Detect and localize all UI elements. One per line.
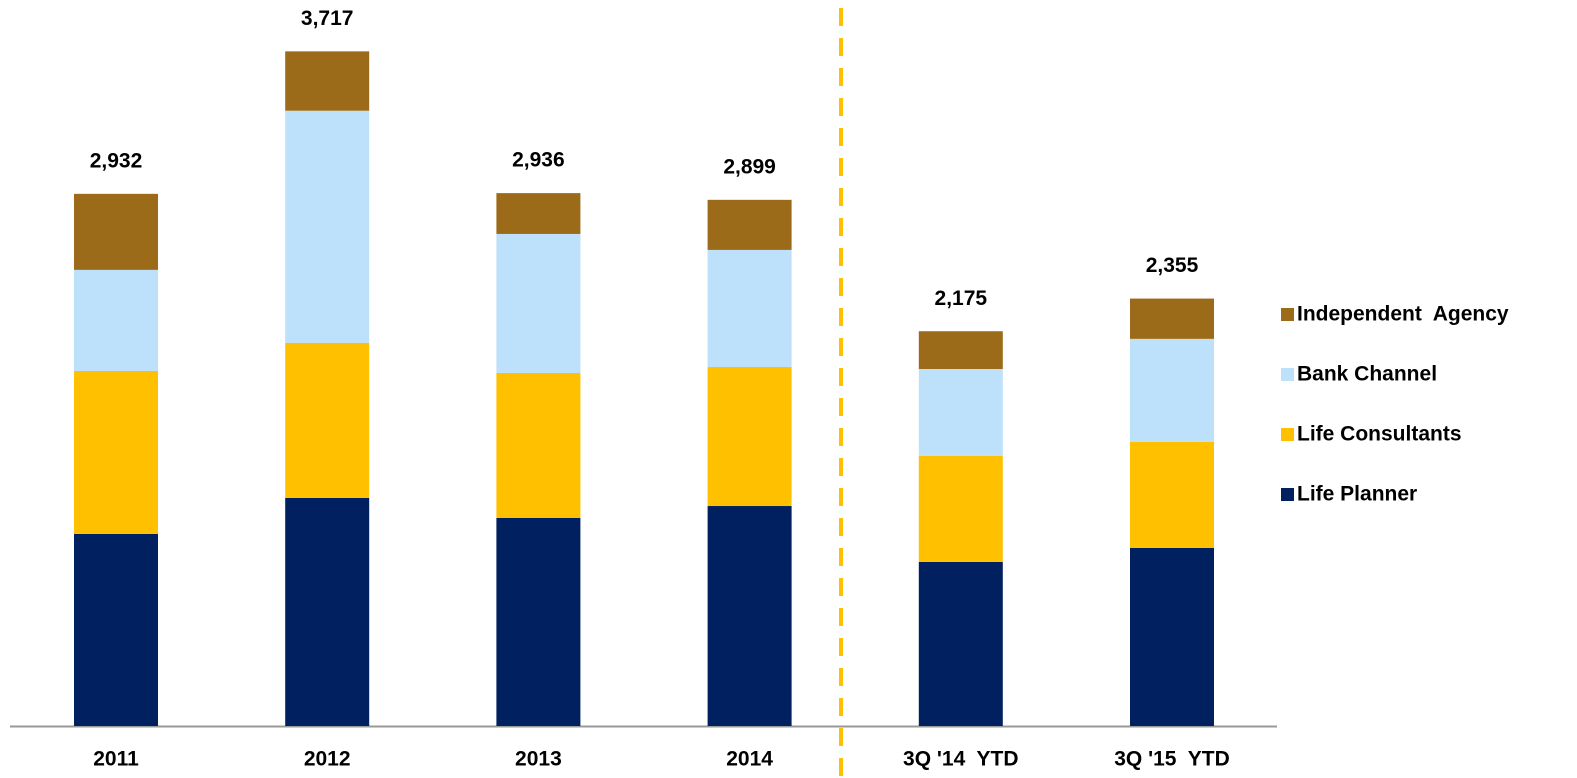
bar-segment [285,342,370,498]
legend-label: Independent Agency [1297,303,1509,326]
bar-segment [918,455,1003,562]
total-label: 2,899 [723,155,776,178]
bar-segment [496,233,581,373]
x-tick-label: 3Q '14 YTD [903,748,1019,771]
bar-segment [707,249,792,367]
bar-segment [74,533,158,726]
legend-swatch [1281,428,1294,441]
legend-swatch [1281,488,1294,501]
bar-segment [1130,547,1214,726]
x-tick-label: 2012 [304,748,351,771]
bar-segment [74,193,158,270]
total-label: 2,175 [935,287,988,310]
bar-segment [918,368,1003,456]
bar-segment [74,370,158,534]
bar-segment [285,110,370,343]
bar-segment [1130,338,1214,442]
bar-segment [285,497,370,726]
legend-swatch [1281,308,1294,321]
bar-segment [1130,441,1214,548]
bar-segment [707,506,792,726]
bar-segment [496,372,581,519]
bar-segment [707,199,792,250]
bar-segment [707,366,792,507]
x-tick-label: 2014 [726,748,773,771]
total-label: 2,932 [90,149,143,172]
bar-segment [74,269,158,371]
x-tick-label: 3Q '15 YTD [1114,748,1230,771]
x-tick-label: 2013 [515,748,562,771]
bar-segment [285,51,370,111]
x-tick-label: 2011 [93,748,139,771]
total-label: 3,717 [301,7,354,30]
legend-label: Life Consultants [1297,423,1462,446]
bar-segment [496,193,581,234]
legend-label: Bank Channel [1297,363,1437,386]
bar-segment [918,561,1003,726]
legend-label: Life Planner [1297,483,1417,506]
bar-segment [496,518,581,726]
bar-segment [918,331,1003,369]
bar-segment [1130,298,1214,339]
total-label: 2,936 [512,149,565,172]
legend-swatch [1281,368,1294,381]
total-label: 2,355 [1146,254,1199,277]
